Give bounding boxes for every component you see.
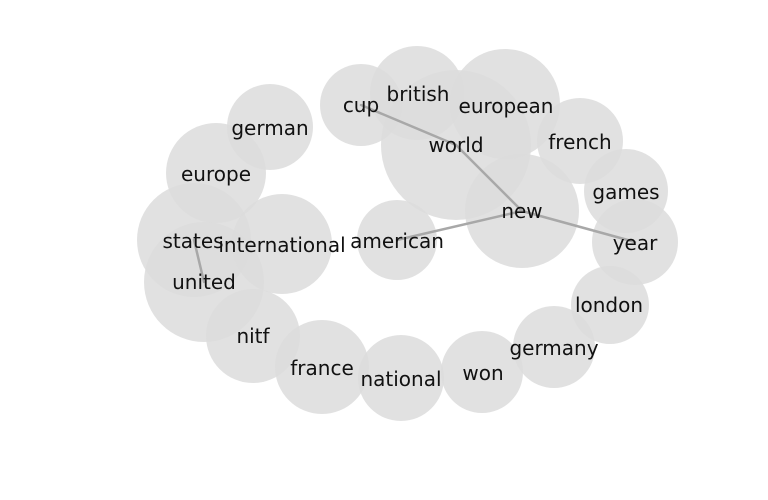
node-circle-germany bbox=[513, 306, 595, 388]
edge-united-states bbox=[192, 238, 206, 284]
node-circle-won bbox=[441, 331, 523, 413]
node-label-french: french bbox=[548, 130, 611, 154]
node-circle-international bbox=[232, 194, 332, 294]
edges-layer bbox=[192, 103, 637, 284]
node-circle-london bbox=[571, 266, 649, 344]
node-label-states: states bbox=[162, 229, 223, 253]
node-label-france: france bbox=[290, 356, 354, 380]
node-label-cup: cup bbox=[343, 93, 379, 117]
node-label-european: european bbox=[459, 94, 554, 118]
node-label-europe: europe bbox=[181, 162, 251, 186]
node-label-american: american bbox=[350, 229, 444, 253]
node-label-world: world bbox=[428, 133, 483, 157]
node-label-games: games bbox=[592, 180, 659, 204]
node-circle-games bbox=[584, 149, 668, 233]
node-label-germany: germany bbox=[509, 336, 598, 360]
edge-world-new bbox=[454, 143, 524, 213]
node-label-international: international bbox=[218, 233, 345, 257]
node-label-national: national bbox=[360, 367, 441, 391]
edge-new-year bbox=[520, 209, 637, 244]
node-label-london: london bbox=[575, 293, 643, 317]
node-label-british: british bbox=[387, 82, 450, 106]
labels-layer: world european new united statesinternationa… bbox=[162, 82, 659, 391]
node-label-german: german bbox=[231, 116, 308, 140]
node-label-year: year bbox=[613, 231, 658, 255]
node-label-won: won bbox=[462, 361, 503, 385]
node-circle-national bbox=[358, 335, 444, 421]
node-label-new: new bbox=[501, 199, 542, 223]
node-circle-european bbox=[450, 49, 560, 159]
node-circle-france bbox=[275, 320, 369, 414]
edge-new-american bbox=[395, 209, 524, 242]
node-label-united: united bbox=[172, 270, 236, 294]
node-circle-german bbox=[227, 84, 313, 170]
edge-cup-world bbox=[359, 103, 458, 147]
node-label-nitf: nitf bbox=[236, 324, 270, 348]
